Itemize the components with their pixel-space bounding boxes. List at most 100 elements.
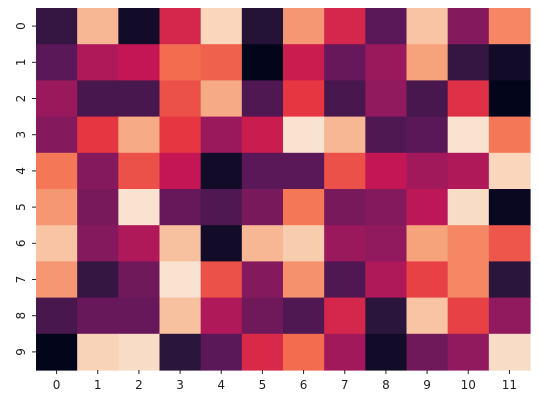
heatmap-cell-8-6 xyxy=(283,297,325,335)
heatmap-cell-3-1 xyxy=(77,116,119,154)
heatmap-cell-1-10 xyxy=(447,44,490,81)
heatmap-cell-1-11 xyxy=(488,44,531,81)
heatmap-cell-3-3 xyxy=(159,116,202,154)
heatmap-cell-7-3 xyxy=(159,261,202,299)
heatmap-cell-6-6 xyxy=(283,225,325,262)
heatmap-cell-5-8 xyxy=(365,189,408,226)
x-axis: 0 1 2 3 4 5 6 7 8 9 10 11 xyxy=(53,370,517,392)
heatmap-cell-7-1 xyxy=(77,261,119,299)
heatmap-cell-2-5 xyxy=(241,80,284,118)
heatmap-cell-5-1 xyxy=(77,189,119,226)
heatmap-cell-2-0 xyxy=(36,80,78,118)
heatmap-cell-1-1 xyxy=(77,44,119,81)
y-tick-label-6: 6 xyxy=(14,239,28,247)
heatmap-cell-2-6 xyxy=(283,80,325,118)
heatmap-cell-8-10 xyxy=(447,297,490,335)
heatmap-cell-2-8 xyxy=(365,80,408,118)
heatmap-cell-4-11 xyxy=(488,152,531,190)
heatmap-cell-4-2 xyxy=(118,152,161,190)
y-tick-label-5: 5 xyxy=(14,203,28,211)
heatmap-cell-5-5 xyxy=(241,189,284,226)
heatmap-cell-8-0 xyxy=(36,297,78,335)
x-tick-label-8: 8 xyxy=(382,378,390,392)
heatmap-cell-4-7 xyxy=(324,152,366,190)
heatmap-cell-5-10 xyxy=(447,189,490,226)
heatmap-cell-3-4 xyxy=(200,116,243,154)
heatmap-cell-4-10 xyxy=(447,152,490,190)
heatmap-cell-4-5 xyxy=(241,152,284,190)
heatmap-cell-2-3 xyxy=(159,80,202,118)
heatmap-cell-8-2 xyxy=(118,297,161,335)
heatmap-cell-2-4 xyxy=(200,80,243,118)
heatmap-cell-8-1 xyxy=(77,297,119,335)
heatmap-cell-2-9 xyxy=(406,80,449,118)
x-tick-label-2: 2 xyxy=(135,378,143,392)
heatmap-cell-3-0 xyxy=(36,116,78,154)
heatmap-cell-1-5 xyxy=(241,44,284,81)
heatmap-cell-8-3 xyxy=(159,297,202,335)
x-tick-label-0: 0 xyxy=(53,378,61,392)
heatmap-cell-0-6 xyxy=(283,8,325,45)
heatmap-cell-5-11 xyxy=(488,189,531,226)
y-tick-label-0: 0 xyxy=(14,22,28,30)
heatmap-cell-6-11 xyxy=(488,225,531,262)
heatmap-cell-7-10 xyxy=(447,261,490,299)
heatmap-cell-2-1 xyxy=(77,80,119,118)
x-tick-label-1: 1 xyxy=(94,378,102,392)
heatmap-cell-9-6 xyxy=(283,333,325,371)
heatmap-cell-4-3 xyxy=(159,152,202,190)
heatmap-cell-5-9 xyxy=(406,189,449,226)
x-tick-label-4: 4 xyxy=(217,378,225,392)
heatmap-cell-5-4 xyxy=(200,189,243,226)
heatmap-cell-7-4 xyxy=(200,261,243,299)
heatmap-cell-2-11 xyxy=(488,80,531,118)
heatmap-cell-6-2 xyxy=(118,225,161,262)
heatmap-cell-9-4 xyxy=(200,333,243,371)
y-tick-label-2: 2 xyxy=(14,95,28,103)
heatmap-cell-0-3 xyxy=(159,8,202,45)
heatmap-cell-9-8 xyxy=(365,333,408,371)
heatmap-cell-2-7 xyxy=(324,80,366,118)
heatmap-cell-5-6 xyxy=(283,189,325,226)
heatmap-cell-8-5 xyxy=(241,297,284,335)
heatmap-cell-9-11 xyxy=(488,333,531,371)
heatmap-cell-7-5 xyxy=(241,261,284,299)
heatmap-cell-9-1 xyxy=(77,333,119,371)
heatmap-cell-1-2 xyxy=(118,44,161,81)
heatmap-cell-6-4 xyxy=(200,225,243,262)
heatmap-cell-3-6 xyxy=(283,116,325,154)
heatmap-cell-6-8 xyxy=(365,225,408,262)
heatmap-cell-8-11 xyxy=(488,297,531,335)
heatmap-cell-7-2 xyxy=(118,261,161,299)
heatmap-cell-1-4 xyxy=(200,44,243,81)
heatmap-cell-4-4 xyxy=(200,152,243,190)
heatmap-cell-2-2 xyxy=(118,80,161,118)
heatmap-cell-3-11 xyxy=(488,116,531,154)
heatmap-cell-0-5 xyxy=(241,8,284,45)
heatmap-cell-0-8 xyxy=(365,8,408,45)
x-tick-label-5: 5 xyxy=(259,378,267,392)
heatmap-cell-8-9 xyxy=(406,297,449,335)
heatmap-cell-3-5 xyxy=(241,116,284,154)
y-tick-label-4: 4 xyxy=(14,167,28,175)
heatmap-cell-0-0 xyxy=(36,8,78,45)
heatmap-cell-9-10 xyxy=(447,333,490,371)
heatmap-cell-3-7 xyxy=(324,116,366,154)
heatmap-cell-3-9 xyxy=(406,116,449,154)
heatmap-cell-6-7 xyxy=(324,225,366,262)
x-tick-label-11: 11 xyxy=(502,378,517,392)
y-tick-label-9: 9 xyxy=(14,348,28,356)
heatmap-cell-8-7 xyxy=(324,297,366,335)
heatmap-cell-2-10 xyxy=(447,80,490,118)
heatmap-cell-1-0 xyxy=(36,44,78,81)
x-tick-label-3: 3 xyxy=(176,378,184,392)
heatmap-cell-1-6 xyxy=(283,44,325,81)
heatmap-cell-1-3 xyxy=(159,44,202,81)
heatmap-cell-9-0 xyxy=(36,333,78,371)
heatmap-cell-4-8 xyxy=(365,152,408,190)
heatmap-cell-6-1 xyxy=(77,225,119,262)
heatmap-cell-7-8 xyxy=(365,261,408,299)
heatmap-cell-9-9 xyxy=(406,333,449,371)
y-tick-label-1: 1 xyxy=(14,58,28,66)
heatmap-cell-4-1 xyxy=(77,152,119,190)
